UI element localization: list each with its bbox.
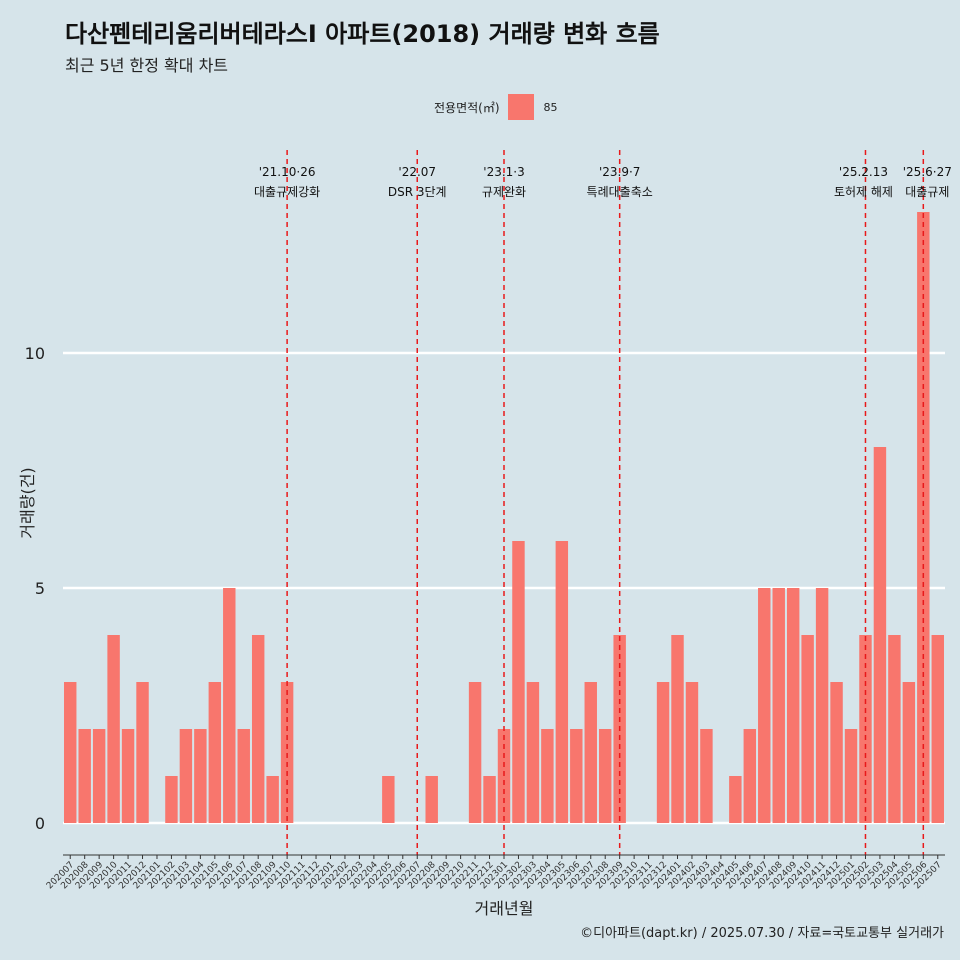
event-date-label: '21.10·26: [259, 165, 316, 179]
bar: [931, 635, 944, 823]
event-date-label: '25.2.13: [839, 165, 888, 179]
bar: [497, 729, 511, 823]
bar: [223, 588, 236, 823]
x-axis-title: 거래년월: [475, 899, 534, 918]
bar: [830, 682, 843, 823]
bar: [758, 588, 771, 823]
bar: [584, 682, 597, 823]
event-date-label: '23.9·7: [599, 165, 640, 179]
event-markers: '21.10·26 대출규제강화 '22.07 DSR 3단계 '23.1·3 규제완화 '…: [254, 150, 952, 855]
bar: [801, 635, 814, 823]
y-tick-label: 5: [35, 579, 45, 598]
bar: [121, 729, 135, 823]
bar: [570, 729, 583, 823]
bar: [743, 729, 757, 823]
bar: [526, 682, 540, 823]
bar: [483, 776, 496, 823]
bar: [786, 588, 800, 823]
event-text-label: DSR 3단계: [388, 185, 447, 199]
legend-title: 전용면적(㎡): [434, 100, 500, 115]
bar: [541, 729, 554, 823]
bar: [598, 729, 612, 823]
event-text-label: 규제완화: [482, 185, 526, 199]
event-date-label: '25.6·27: [903, 165, 952, 179]
bar: [917, 212, 930, 823]
y-tick-label: 0: [35, 814, 45, 833]
event-date-label: '22.07: [398, 165, 436, 179]
bar: [194, 729, 207, 823]
bar: [165, 776, 178, 823]
y-tick-label: 10: [25, 344, 45, 363]
y-axis-title: 거래량(건): [18, 467, 37, 538]
bar: [902, 682, 916, 823]
chart-subtitle: 최근 5년 한정 확대 차트: [65, 56, 229, 75]
bar: [425, 776, 438, 823]
bar: [815, 588, 829, 823]
bar: [382, 776, 395, 823]
bar: [772, 588, 785, 823]
bar: [729, 776, 742, 823]
bar: [700, 729, 713, 823]
caption: ©디아파트(dapt.kr) / 2025.07.30 / 자료=국토교통부 실…: [580, 926, 944, 941]
bar: [656, 682, 670, 823]
event-text-label: 대출규제: [905, 185, 949, 199]
chart-title: 다산펜테리움리버테라스I 아파트(2018) 거래량 변화 흐름: [65, 20, 660, 48]
bar: [237, 729, 250, 823]
bar: [873, 447, 887, 823]
bar: [266, 776, 279, 823]
bar: [136, 682, 149, 823]
bar: [844, 729, 858, 823]
bar: [64, 682, 77, 823]
bar: [685, 682, 699, 823]
bar: [555, 541, 569, 823]
bar: [107, 635, 120, 823]
bar: [280, 682, 294, 823]
bar: [888, 635, 901, 823]
legend: 전용면적(㎡) 85: [434, 94, 558, 120]
bar: [671, 635, 684, 823]
event-date-label: '23.1·3: [483, 165, 524, 179]
event-text-label: 특례대출축소: [587, 185, 653, 199]
event-text-label: 대출규제강화: [254, 185, 320, 199]
legend-item-label: 85: [543, 100, 558, 114]
bars: [64, 212, 944, 823]
bar: [512, 541, 525, 823]
bar: [78, 729, 91, 823]
bar: [179, 729, 193, 823]
legend-swatch: [507, 94, 534, 120]
event-text-label: 토허제 해제: [834, 185, 893, 199]
bar: [251, 635, 265, 823]
bar: [92, 729, 106, 823]
bar: [468, 682, 482, 823]
bar: [208, 682, 222, 823]
